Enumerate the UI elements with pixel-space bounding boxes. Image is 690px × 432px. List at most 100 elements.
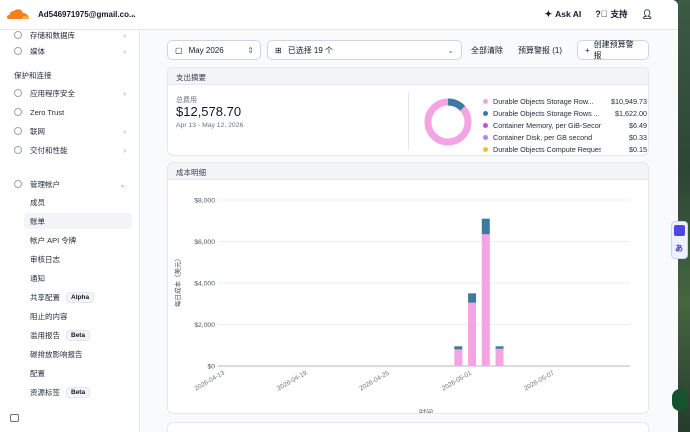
bar-segment-storage-rows[interactable]: [495, 346, 504, 349]
sparkle-icon: ✦: [544, 8, 553, 19]
legend-name: Durable Objects Compute Requests: [493, 144, 601, 154]
user-menu-button[interactable]: 👤︎: [642, 9, 656, 20]
y-tick-label: $2,000: [194, 322, 215, 329]
sidebar-subitem-notifications[interactable]: 通知: [24, 270, 132, 286]
sidebar-subitem-carbon-report[interactable]: 碳排放影响报告: [24, 346, 132, 362]
legend-value: $1,622.00: [615, 108, 647, 118]
legend-item: Durable Objects Storage Row... $10,949.73: [483, 95, 647, 107]
month-value: May 2026: [188, 45, 224, 55]
main-content: ▢ May 2026 ⇕ ⊞ 已选择 19 个 ⌄ 全部清除 预算警报 (1) …: [141, 30, 678, 432]
sidebar-subitem-label: 通知: [30, 273, 45, 283]
legend-value: $10,949.73: [611, 96, 647, 106]
account-name[interactable]: Ad546971975@gmail.co...: [38, 10, 136, 19]
sidebar-item-app-security[interactable]: 应用程序安全 ›: [14, 85, 132, 101]
user-icon: 👤︎: [641, 8, 653, 19]
sidebar-item-label: 管理帐户: [30, 179, 60, 189]
chevron-right-icon: ›: [123, 145, 126, 155]
sidebar-item-manage-account[interactable]: 管理帐户 ⌄: [14, 176, 132, 192]
sidebar-item-storage[interactable]: 存储和数据库 ›: [14, 27, 132, 43]
bar-segment-storage-row[interactable]: [481, 234, 490, 366]
budget-alerts-button[interactable]: 预算警报 (1): [518, 45, 562, 55]
create-alert-label: 创建预算警报: [593, 40, 634, 60]
y-axis-label: 每日成本（美元）: [173, 255, 182, 307]
y-tick-label: $4,000: [194, 281, 215, 288]
legend-item: Durable Objects Storage Rows ... $1,622.0…: [483, 107, 647, 119]
month-picker[interactable]: ▢ May 2026 ⇕: [167, 40, 261, 60]
donut-chart: [424, 98, 472, 146]
cost-bar-chart: $0 $2,000 $4,000 $6,000 $8,000 2026-04-13 2026…: [173, 198, 630, 413]
legend-name: Container Disk, per GB second: [493, 132, 593, 142]
media-icon: [14, 47, 22, 55]
sidebar-subitem-label: 滥用报告: [30, 330, 60, 340]
bar-segment-storage-rows[interactable]: [468, 293, 477, 303]
support-label: 支持: [610, 9, 628, 19]
bar-segment-storage-rows[interactable]: [481, 218, 490, 235]
product-filter-select[interactable]: ⊞ 已选择 19 个 ⌄: [267, 40, 462, 60]
legend-name: Durable Objects Storage Rows ...: [493, 108, 600, 118]
sidebar-item-label: 交付和性能: [30, 145, 68, 155]
total-label: 总费用: [176, 97, 197, 104]
sidebar-subitem-label: 碳排放影响报告: [30, 349, 83, 359]
bar-segment-storage-row[interactable]: [468, 302, 477, 366]
breakdown-title: 成本明细: [168, 163, 648, 180]
assistant-launcher-icon[interactable]: [672, 389, 688, 411]
section-title-protect: 保护和连接: [14, 71, 52, 80]
legend-value: $0.33: [629, 132, 647, 142]
sidebar-item-label: 应用程序安全: [30, 88, 75, 98]
bar-segment-storage-row[interactable]: [454, 349, 463, 366]
account-chevron-icon[interactable]: ⌄: [130, 11, 136, 18]
chevron-right-icon: ›: [123, 30, 126, 40]
sidebar-subitem-label: 共享配置: [30, 292, 60, 302]
zero-trust-icon: [14, 108, 22, 116]
summary-title: 支出摘要: [168, 68, 648, 85]
chevron-right-icon: ›: [123, 126, 126, 136]
summary-legend: Durable Objects Storage Row... $10,949.73…: [483, 95, 647, 155]
sidebar-subitem-api-tokens[interactable]: 帐户 API 令牌: [24, 232, 132, 248]
chevron-updown-icon: ⇕: [247, 45, 254, 55]
bar-segment-storage-rows[interactable]: [454, 346, 463, 350]
calendar-icon: ▢: [175, 45, 183, 55]
ask-ai-button[interactable]: ✦ Ask AI: [545, 9, 582, 20]
chevron-down-icon: ⌄: [447, 45, 454, 55]
sidebar-subitem-audit-log[interactable]: 审核日志: [24, 251, 132, 267]
network-icon: [14, 127, 22, 135]
create-budget-alert-button[interactable]: + 创建预算警报: [577, 40, 649, 60]
x-tick-label: 2026-05-01: [441, 369, 474, 392]
date-range: Apr 13 - May 12, 2026: [176, 122, 244, 129]
sidebar-subitem-members[interactable]: 成员: [24, 194, 132, 210]
sidebar-item-label: Zero Trust: [30, 107, 65, 117]
x-tick-label: 2026-05-07: [523, 369, 556, 392]
sidebar-subitem-configuration[interactable]: 配置: [24, 365, 132, 381]
clear-all-button[interactable]: 全部清除: [471, 45, 503, 55]
x-tick-label: 2026-04-13: [194, 369, 227, 392]
sidebar-subitem-resource-tags[interactable]: 资源标签 Beta: [24, 384, 132, 400]
summary-divider: [408, 92, 409, 150]
sidebar-subitem-label: 审核日志: [30, 254, 60, 264]
sidebar-item-zero-trust[interactable]: Zero Trust: [14, 104, 132, 120]
alpha-badge: Alpha: [66, 291, 95, 303]
legend-value: $0.15: [629, 144, 647, 154]
sidebar-subitem-shared-config[interactable]: 共享配置 Alpha: [24, 289, 132, 305]
database-icon: [14, 31, 22, 39]
support-button[interactable]: ?⃝ 支持: [595, 8, 627, 20]
sidebar-subitem-label: 账单: [30, 216, 45, 226]
delivery-icon: [14, 146, 22, 154]
sidebar-item-media[interactable]: 媒体 ›: [14, 43, 132, 59]
sidebar-subitem-billing[interactable]: 账单: [24, 213, 132, 229]
sidebar-subitem-abuse-reports[interactable]: 滥用报告 Beta: [24, 327, 132, 343]
bar-segment-storage-row[interactable]: [495, 348, 504, 366]
sidebar-item-delivery[interactable]: 交付和性能 ›: [14, 142, 132, 158]
sidebar-subitem-label: 配置: [30, 368, 45, 378]
y-tick-label: $0: [207, 364, 215, 371]
legend-dot: [483, 122, 488, 128]
sidebar-item-networking[interactable]: 联网 ›: [14, 123, 132, 139]
extension-icon[interactable]: [674, 225, 685, 236]
legend-dot: [483, 110, 488, 116]
beta-badge: Beta: [66, 386, 91, 398]
translate-icon[interactable]: あ: [675, 244, 683, 253]
sidebar-subitem-blocked-content[interactable]: 阻止的内容: [24, 308, 132, 324]
collapse-sidebar-icon[interactable]: [10, 414, 19, 422]
legend-dot: [483, 134, 488, 140]
sidebar-item-label: 联网: [30, 126, 45, 136]
cloudflare-logo-icon[interactable]: [6, 8, 30, 20]
